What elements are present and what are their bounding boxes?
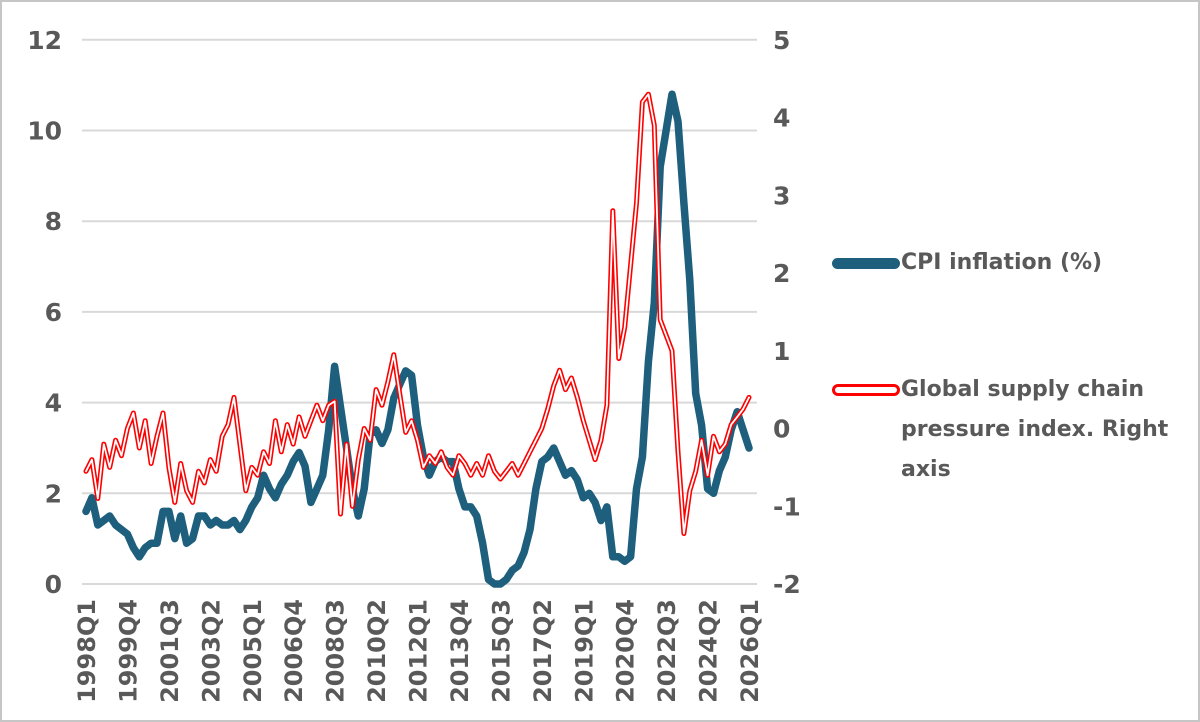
y-axis-left-tick-label: 0	[45, 570, 62, 599]
y-axis-left-tick-label: 10	[27, 117, 62, 146]
y-axis-left-tick-label: 12	[27, 26, 62, 55]
y-axis-right-tick-label: 2	[773, 259, 790, 288]
x-axis-tick-label: 2022Q3	[653, 599, 681, 703]
x-axis-tick-label: 2017Q2	[529, 599, 557, 703]
x-axis-tick-label: 2020Q4	[612, 599, 640, 703]
x-axis-tick-label: 2026Q1	[736, 599, 764, 703]
x-axis-tick-label: 1998Q1	[73, 599, 101, 703]
y-axis-left-tick-label: 8	[45, 207, 62, 236]
legend-item-gscpi: Global supply chain pressure index. Righ…	[832, 370, 1198, 490]
y-axis-left-tick-label: 2	[45, 479, 62, 508]
cpi-line	[82, 90, 753, 588]
gscpi-line-core	[85, 93, 750, 535]
y-axis-left-tick-label: 4	[45, 389, 62, 418]
cpi-line-swatch	[832, 257, 900, 269]
x-axis-tick-label: 2008Q3	[322, 599, 350, 703]
y-axis-right-tick-label: -1	[773, 492, 801, 521]
x-axis-tick-label: 2013Q4	[446, 599, 474, 703]
x-axis-tick-label: 2024Q2	[695, 599, 723, 703]
legend-item-cpi: CPI inflation (%)	[832, 248, 1198, 278]
y-axis-left-tick-label: 6	[45, 298, 62, 327]
x-axis-tick-label: 2012Q1	[405, 599, 433, 703]
x-axis-tick-label: 1999Q4	[114, 599, 142, 703]
legend-label-cpi: CPI inflation (%)	[901, 250, 1103, 275]
legend: CPI inflation (%) Global supply chain pr…	[832, 2, 1198, 720]
x-axis-tick-label: 2006Q4	[280, 599, 308, 703]
y-axis-right-tick-label: 5	[773, 26, 790, 55]
y-axis-right-tick-label: 3	[773, 181, 790, 210]
y-axis-right-tick-label: 0	[773, 415, 790, 444]
y-axis-right-tick-label: 1	[773, 337, 790, 366]
x-axis-tick-label: 2015Q3	[487, 599, 515, 703]
x-axis-tick-label: 2001Q3	[156, 599, 184, 703]
y-axis-right-tick-label: 4	[773, 104, 790, 133]
x-axis-tick-label: 2010Q2	[363, 599, 391, 703]
legend-label-gscpi: Global supply chain pressure index. Righ…	[901, 377, 1169, 482]
gscpi-line-swatch	[832, 384, 900, 396]
x-axis-tick-label: 2019Q1	[570, 599, 598, 703]
x-axis-tick-label: 2003Q2	[197, 599, 225, 703]
x-axis-tick-label: 2005Q1	[239, 599, 267, 703]
y-axis-right-tick-label: -2	[773, 570, 801, 599]
